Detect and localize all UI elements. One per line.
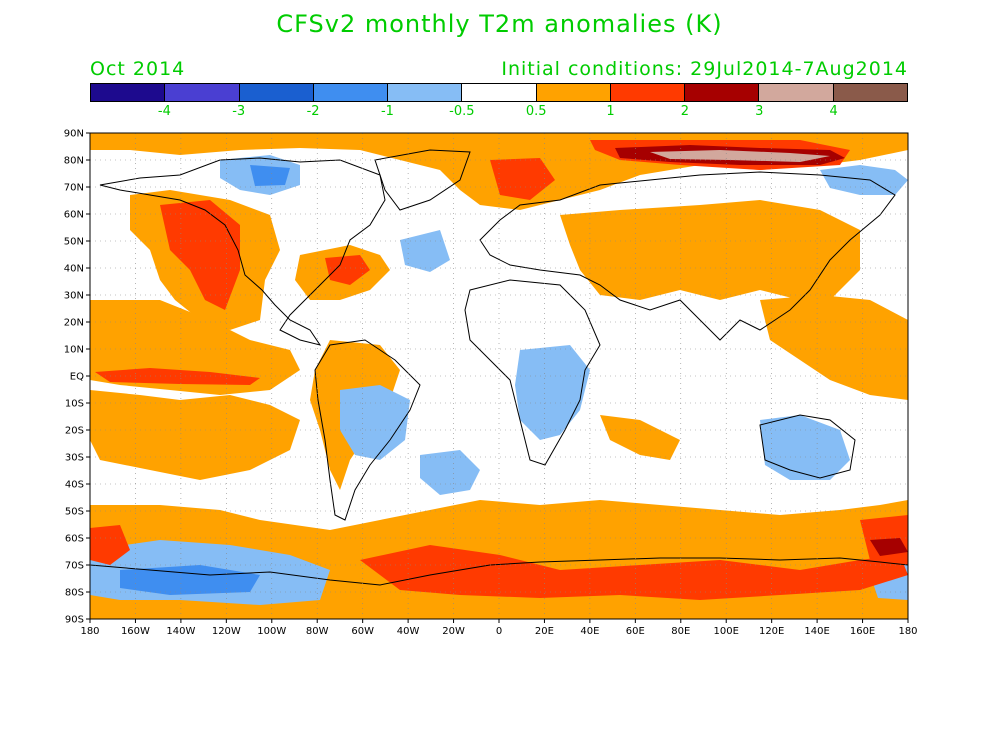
- lat-label: 70S: [65, 561, 84, 572]
- legend-label: -1: [380, 104, 394, 119]
- lon-label: 100E: [714, 626, 739, 637]
- lon-label: 80E: [671, 626, 690, 637]
- lat-label: 10N: [64, 345, 84, 356]
- lon-label: 140E: [804, 626, 829, 637]
- lat-label: 40N: [64, 264, 84, 275]
- legend-swatch: [536, 84, 611, 101]
- lat-label: 10S: [65, 399, 84, 410]
- legend-swatch: [91, 84, 166, 101]
- lon-label: 160E: [850, 626, 875, 637]
- legend-label: -4: [157, 104, 171, 119]
- legend-label: 0.5: [525, 104, 547, 119]
- norway-hot: [490, 158, 555, 200]
- southern-ocean-hot: [360, 545, 908, 600]
- lat-label: 20N: [64, 318, 84, 329]
- legend-label: 3: [755, 104, 764, 119]
- lon-label: 120E: [759, 626, 784, 637]
- lat-label: 70N: [64, 183, 84, 194]
- lon-label: 180: [80, 626, 99, 637]
- lon-label: 160W: [121, 626, 150, 637]
- brazil-cool: [340, 385, 410, 460]
- africa-coast: [464, 279, 601, 466]
- lat-label: 40S: [65, 480, 84, 491]
- axis-labels: 90N 80N 70N 60N 50N 40N 30N 20N 10N EQ 10S 20S 30S 40…: [64, 129, 918, 638]
- legend-swatch: [759, 84, 834, 101]
- legend-label: 4: [829, 104, 838, 119]
- lat-label: 20S: [65, 426, 84, 437]
- lon-label: 180: [898, 626, 917, 637]
- legend-swatch: [610, 84, 686, 101]
- antarctic-east-extreme: [870, 538, 908, 556]
- equatorial-pacific-hot: [95, 368, 260, 385]
- legend-label: -0.5: [449, 104, 475, 119]
- legend-label: -2: [306, 104, 320, 119]
- canada-cool-core: [250, 165, 290, 186]
- initial-conditions: Initial conditions: 29Jul2014-7Aug2014: [501, 58, 908, 80]
- lat-label: 60S: [65, 534, 84, 545]
- nw-atlantic-hot: [325, 255, 370, 285]
- alaska-canada-hot: [160, 200, 240, 310]
- asia-warm: [560, 200, 860, 300]
- lon-label: 20W: [442, 626, 465, 637]
- legend-label: 2: [680, 104, 690, 119]
- legend-swatch: [313, 84, 389, 101]
- greenland-coast: [374, 149, 471, 211]
- lon-label: 20E: [535, 626, 554, 637]
- lat-label: 80S: [65, 588, 84, 599]
- lon-label: 100W: [257, 626, 286, 637]
- legend-swatch: [239, 84, 314, 101]
- southern-pacific-hot-west: [90, 525, 130, 565]
- lat-label: 30S: [65, 453, 84, 464]
- africa-cool: [515, 345, 590, 440]
- north-america-coast: [99, 157, 386, 346]
- lat-label: EQ: [70, 372, 84, 383]
- legend-swatch: [685, 84, 760, 101]
- south-pacific-warm: [90, 390, 300, 480]
- legend-swatch: [833, 84, 907, 101]
- antarctica-coast: [90, 557, 908, 586]
- lat-label: 60N: [64, 210, 84, 221]
- legend-swatch: [165, 84, 240, 101]
- arctic-peak: [650, 150, 830, 162]
- lat-label: 90S: [65, 615, 84, 626]
- atlantic-cool: [400, 230, 450, 272]
- east-siberia-cool: [820, 165, 908, 195]
- lon-label: 60E: [626, 626, 645, 637]
- color-legend: [90, 83, 908, 102]
- legend-swatch: [462, 84, 537, 101]
- legend-swatch: [388, 84, 463, 101]
- forecast-month: Oct 2014: [90, 58, 186, 80]
- eurasia-coast: [479, 171, 896, 341]
- lon-label: 140W: [166, 626, 195, 637]
- lon-label: 60W: [351, 626, 374, 637]
- anomaly-shading: [90, 133, 908, 619]
- lon-label: 0: [496, 626, 502, 637]
- lon-label: 120W: [212, 626, 241, 637]
- lat-label: 90N: [64, 129, 84, 140]
- australia-cool: [760, 415, 850, 480]
- legend-label: -3: [232, 104, 246, 119]
- legend-label: 1: [606, 104, 615, 119]
- indian-ocean-warm: [600, 415, 680, 460]
- map-title: CFSv2 monthly T2m anomalies (K): [276, 10, 723, 38]
- lon-label: 40E: [580, 626, 599, 637]
- lat-label: 50N: [64, 237, 84, 248]
- lon-label: 80W: [306, 626, 329, 637]
- coastlines: [90, 149, 908, 586]
- antarctic-pacific-cool-core: [120, 565, 260, 595]
- lon-label: 40W: [397, 626, 420, 637]
- lat-label: 80N: [64, 156, 84, 167]
- lat-label: 30N: [64, 291, 84, 302]
- graticule: [90, 133, 908, 619]
- lat-label: 50S: [65, 507, 84, 518]
- south-america-coast: [314, 339, 421, 521]
- west-pacific-warm: [760, 295, 908, 400]
- australia-coast: [759, 414, 856, 479]
